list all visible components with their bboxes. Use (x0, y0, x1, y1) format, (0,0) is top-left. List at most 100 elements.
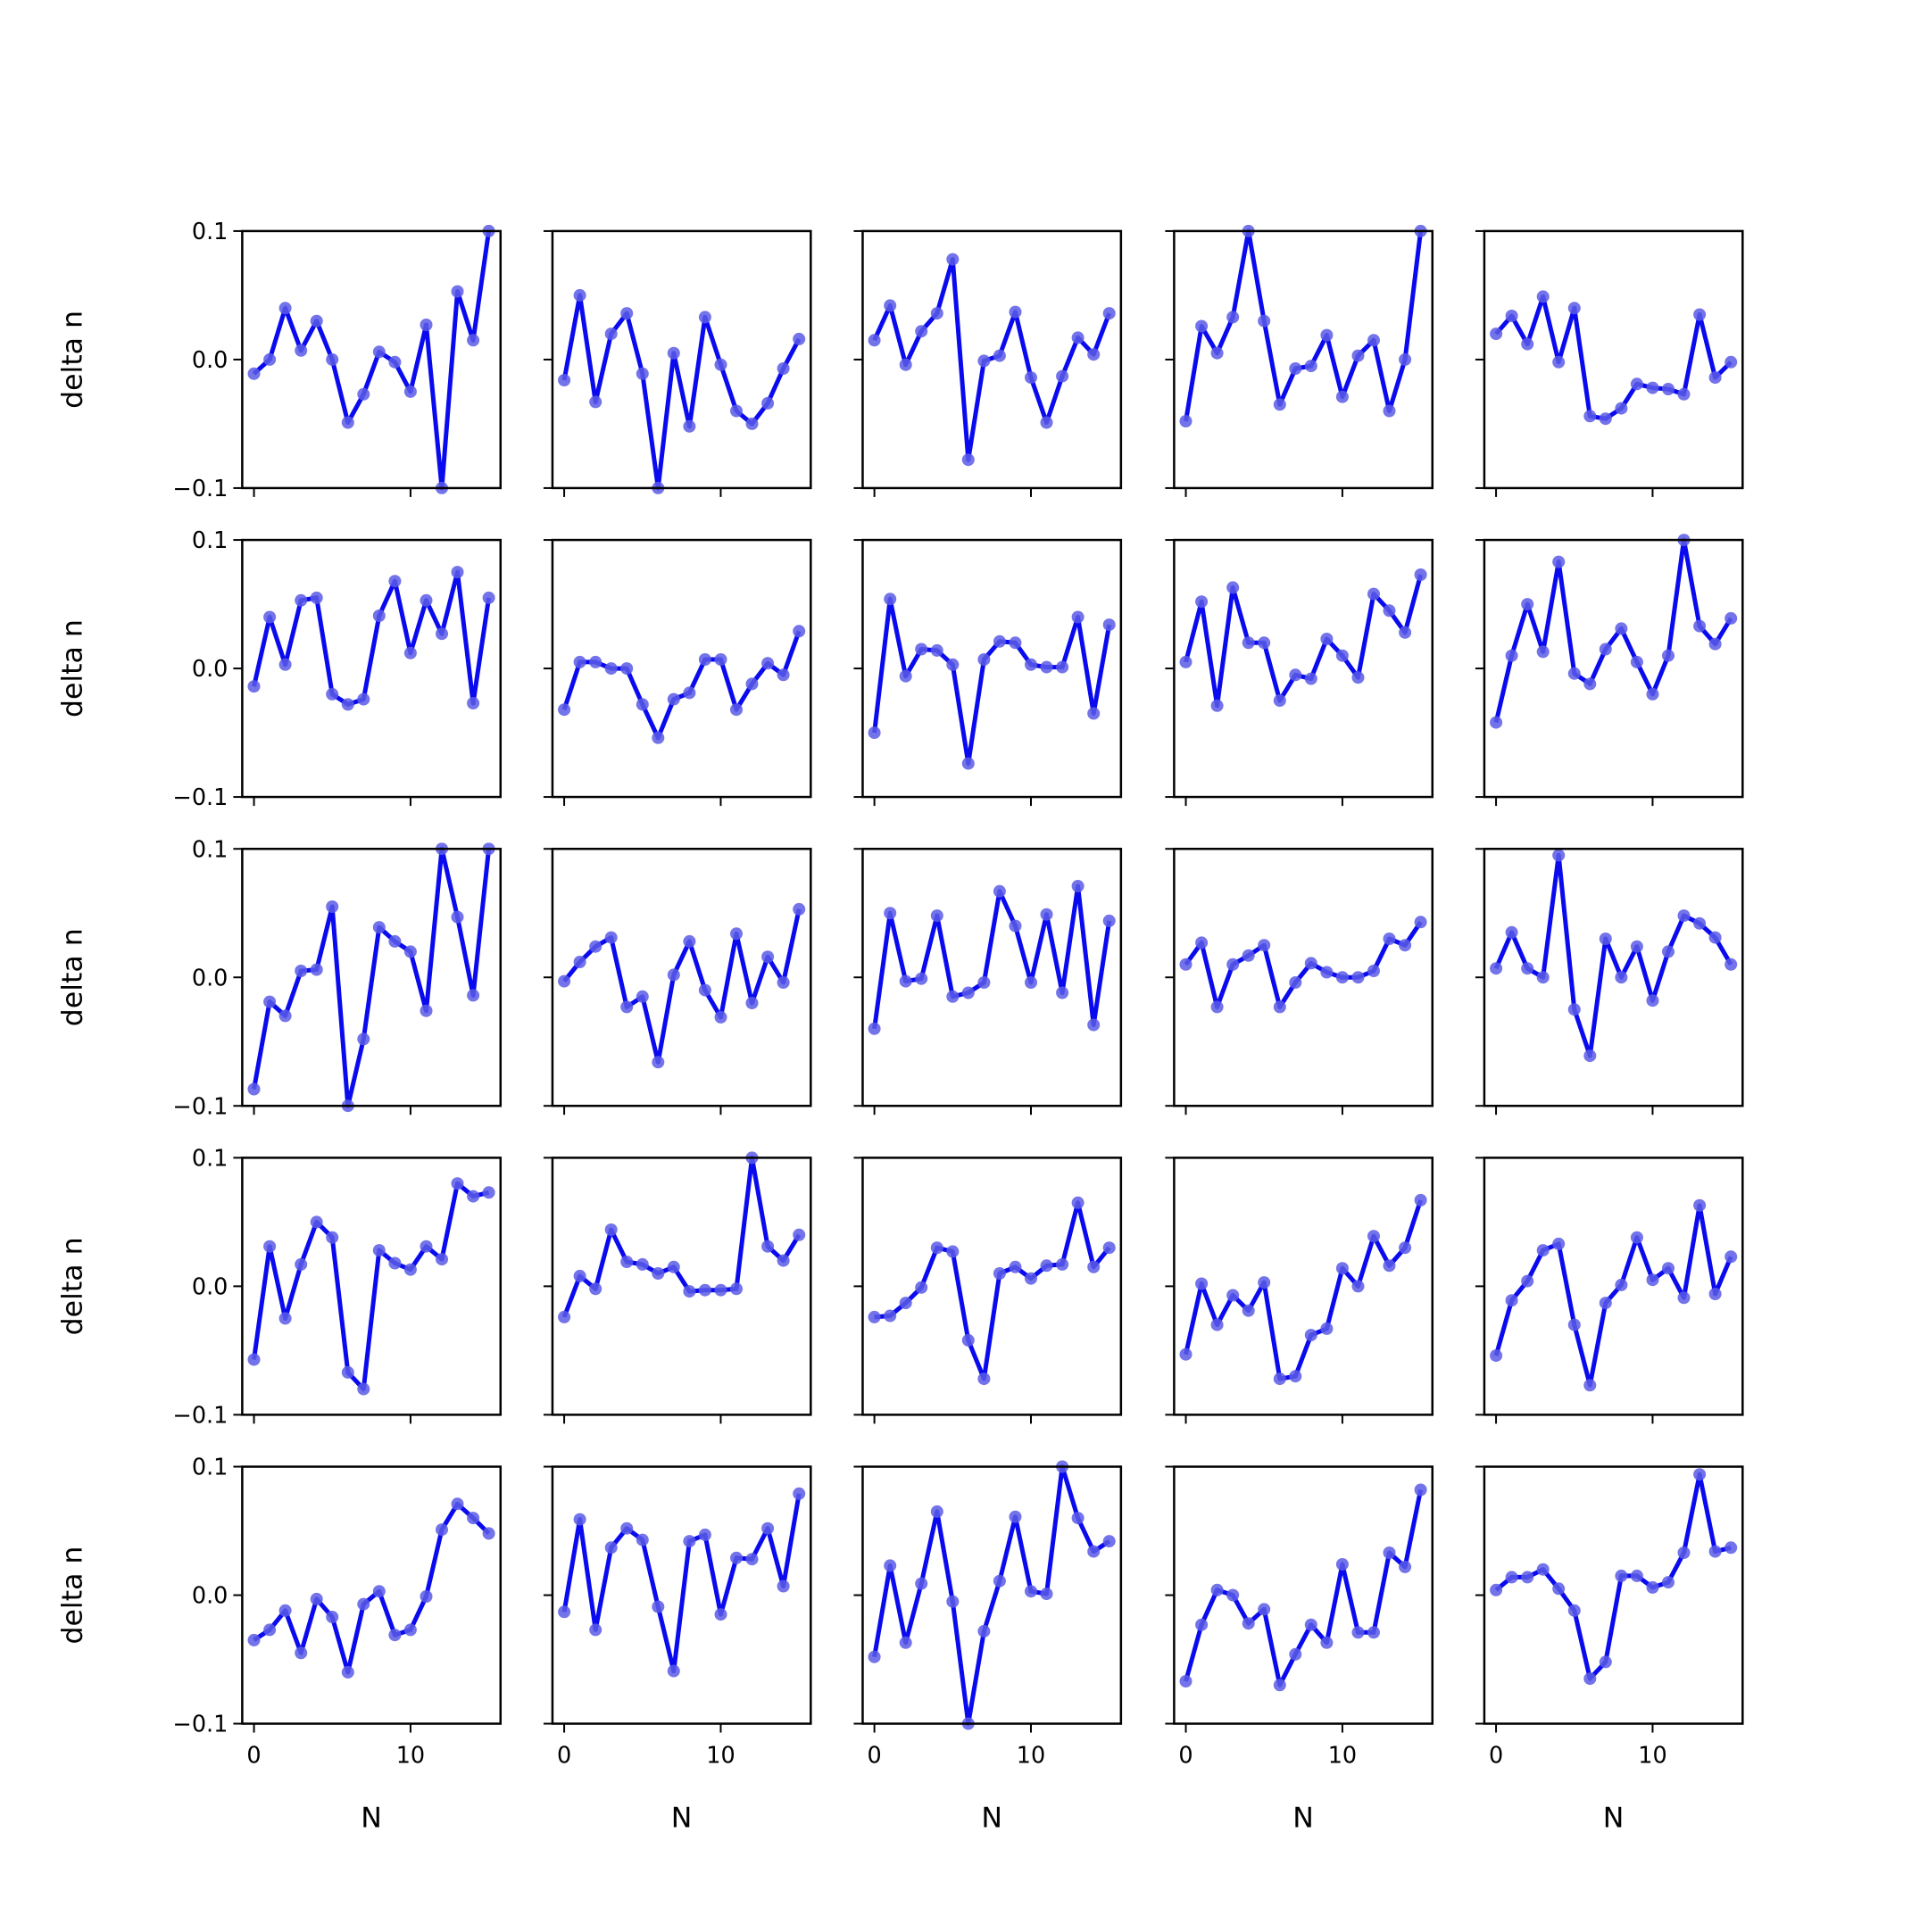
y-tick-label: −0.1 (173, 784, 229, 811)
data-point (589, 940, 602, 953)
data-point (1490, 1349, 1503, 1363)
data-point (1335, 649, 1349, 662)
data-point (310, 1592, 323, 1605)
series-line (872, 883, 1112, 1030)
data-point (1040, 1259, 1053, 1273)
data-point (899, 974, 912, 988)
panel-4-4: 0 10 N (1475, 1465, 1744, 1835)
data-point (1599, 1655, 1612, 1669)
data-point (868, 1310, 881, 1323)
data-point (558, 374, 571, 386)
data-point (295, 1646, 308, 1660)
data-point (1304, 1618, 1317, 1631)
data-point (761, 950, 775, 964)
data-point (1536, 971, 1550, 984)
data-point (420, 1004, 433, 1017)
data-point (761, 1522, 775, 1535)
data-point (667, 346, 680, 360)
data-point (1693, 1198, 1707, 1212)
data-point (1367, 965, 1380, 977)
data-point (1087, 1018, 1101, 1032)
x-tick-label: 0 (1489, 1743, 1503, 1770)
panel-1-2 (853, 538, 1123, 807)
data-point (1567, 667, 1581, 680)
data-point (1195, 319, 1209, 333)
series-line (252, 230, 492, 491)
data-point (1351, 349, 1365, 362)
data-point (899, 1297, 912, 1310)
data-point (1242, 636, 1255, 650)
y-tick-label: −0.1 (173, 1712, 229, 1738)
data-point (357, 1597, 370, 1611)
data-point (1599, 933, 1612, 945)
data-point (1567, 1604, 1581, 1617)
data-point (1552, 1237, 1566, 1250)
data-point (1304, 957, 1317, 970)
panel-1-0: 0.1 0.0 −0.1 delta n (56, 527, 503, 811)
data-point (777, 976, 790, 989)
y-tick-label: 0.0 (192, 347, 229, 374)
data-point (636, 990, 649, 1003)
data-point (1599, 1297, 1612, 1310)
data-point (961, 757, 975, 770)
data-point (745, 1553, 759, 1566)
data-point (683, 1285, 696, 1298)
x-tick-label: 0 (246, 1743, 261, 1770)
data-point (1289, 668, 1302, 682)
data-point (341, 1665, 354, 1679)
data-point (604, 1223, 618, 1236)
y-tick-label: 0.1 (192, 527, 229, 554)
data-point (341, 698, 354, 711)
data-point (372, 921, 386, 934)
data-point (589, 1623, 602, 1637)
y-tick-label: 0.0 (192, 1274, 229, 1301)
data-point (1071, 1196, 1084, 1209)
data-point (714, 1608, 727, 1621)
data-point (1009, 305, 1022, 319)
series-line (874, 1200, 1111, 1381)
data-point (730, 1551, 743, 1564)
data-point (620, 307, 634, 320)
data-point (1583, 1379, 1597, 1392)
series-line (872, 257, 1112, 462)
panel-3-4 (1475, 1157, 1744, 1424)
data-point (1630, 940, 1643, 953)
series-line (1493, 537, 1733, 724)
data-point (420, 319, 433, 331)
panel-2-3 (1165, 847, 1434, 1115)
panel-2-4 (1475, 847, 1744, 1115)
data-point (1056, 369, 1069, 383)
data-point (388, 1256, 402, 1270)
data-point (667, 1664, 680, 1678)
data-point (372, 345, 386, 359)
data-point (1367, 1230, 1380, 1243)
data-point (1087, 1260, 1101, 1273)
data-point (1258, 1603, 1271, 1616)
data-point (1630, 655, 1643, 668)
data-point (451, 566, 464, 579)
data-point (1490, 1583, 1503, 1596)
data-point (777, 1580, 790, 1593)
y-tick-label: −0.1 (173, 1403, 229, 1430)
x-axis-label: N (671, 1803, 693, 1835)
data-point (1677, 387, 1691, 401)
series-line (1184, 228, 1424, 422)
y-tick-label: 0.0 (192, 1583, 229, 1610)
data-point (420, 593, 433, 607)
data-point (1335, 390, 1349, 403)
data-point (1662, 649, 1675, 662)
data-point (1071, 1512, 1084, 1525)
data-point (930, 1241, 943, 1255)
panel-0-2 (853, 229, 1123, 497)
data-point (636, 367, 649, 380)
y-tick-label: 0.0 (192, 965, 229, 991)
data-point (467, 334, 480, 347)
data-point (1258, 939, 1271, 952)
data-point (1040, 660, 1053, 674)
data-point (730, 927, 743, 941)
data-point (589, 655, 602, 668)
data-point (1179, 415, 1193, 427)
data-point (372, 1244, 386, 1257)
data-point (278, 658, 292, 671)
